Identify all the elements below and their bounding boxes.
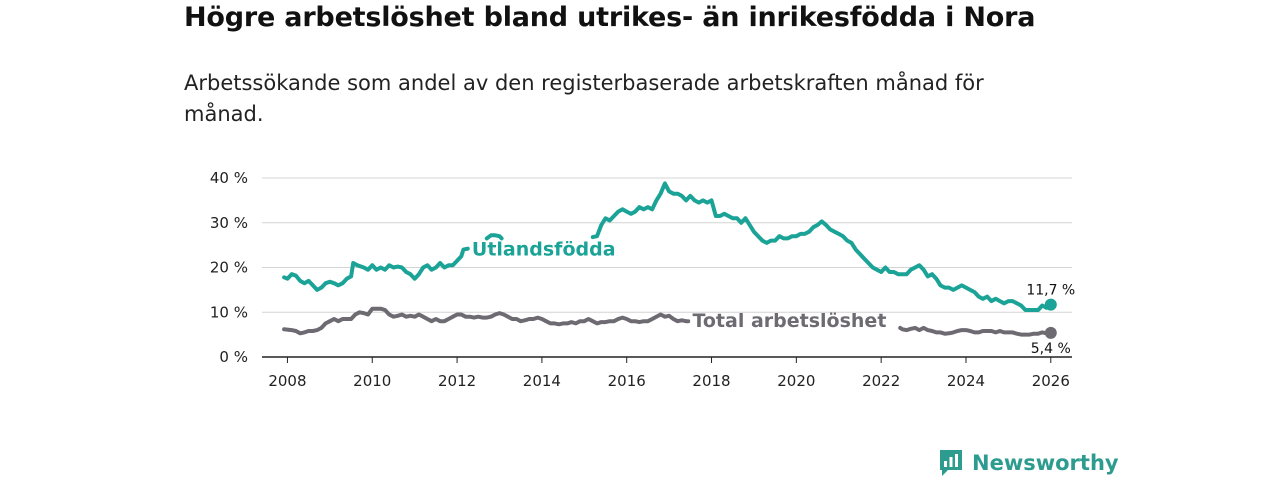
end-value-total: 5,4 % [1031, 341, 1071, 357]
chart-subtitle: Arbetssökande som andel av den registerb… [184, 71, 984, 126]
series-lines [282, 181, 1057, 339]
brand-name: Newsworthy [972, 451, 1119, 475]
x-tick-label: 2018 [692, 372, 730, 390]
y-tick-label: 30 % [210, 214, 248, 232]
x-tick-label: 2026 [1032, 372, 1070, 390]
x-tick-label: 2020 [777, 372, 815, 390]
y-tick-label: 10 % [210, 303, 248, 321]
chart-title: Högre arbetslöshet bland utrikes- än inr… [184, 2, 1036, 33]
y-axis: 0 % 10 % 20 % 30 % 40 % [210, 169, 248, 366]
utlandsfodda-line [282, 181, 1053, 312]
end-value-utlandsfodda: 11,7 % [1026, 283, 1075, 299]
utlandsfodda-end-marker [1044, 298, 1057, 311]
x-tick-label: 2014 [523, 372, 561, 390]
x-tick-label: 2022 [862, 372, 900, 390]
total-arbetsloshet-line [282, 306, 1053, 337]
x-tick-label: 2024 [947, 372, 985, 390]
x-tick-label: 2016 [608, 372, 646, 390]
x-tick-label: 2012 [438, 372, 476, 390]
total-arbetsloshet-end-marker [1044, 326, 1057, 339]
x-axis: 2008 2010 2012 2014 2016 2018 2020 2022 2024 2026 [268, 357, 1070, 390]
x-tick-label: 2008 [268, 372, 306, 390]
x-tick-label: 2010 [353, 372, 391, 390]
newsworthy-logo: Newsworthy [938, 448, 1119, 478]
y-tick-label: 20 % [210, 259, 248, 277]
series-label-utlandsfodda: Utlandsfödda [472, 239, 616, 261]
newsworthy-chart-icon [940, 450, 962, 476]
y-tick-label: 40 % [210, 169, 248, 187]
y-tick-label: 0 % [219, 348, 248, 366]
series-label-total-arbetsloshet: Total arbetslöshet [692, 310, 886, 332]
